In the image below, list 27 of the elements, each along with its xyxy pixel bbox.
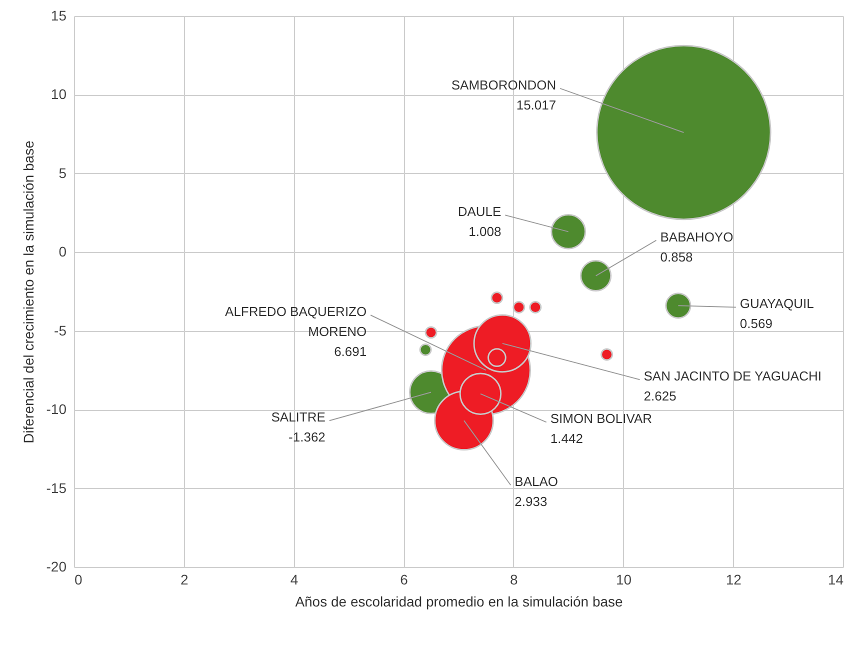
y-tick-label: 15 [50, 8, 67, 24]
annotation: GUAYAQUIL 0.569 [740, 296, 814, 332]
annotation: SAN JACINTO DE YAGUACHI 2.625 [644, 368, 822, 404]
x-tick-label: 8 [510, 572, 518, 588]
annotation: ALFREDO BAQUERIZO MORENO 6.691 [225, 304, 367, 360]
y-tick-label: 0 [58, 244, 67, 260]
annotation: BABAHOYO 0.858 [660, 229, 734, 264]
y-tick-label: 10 [50, 86, 67, 102]
annotation: SIMON BOLIVAR 1.442 [550, 411, 652, 446]
annotation: BALAO 2.933 [514, 474, 558, 510]
y-tick-label: -20 [46, 558, 67, 574]
x-tick-label: 12 [726, 572, 742, 588]
x-tick-label: 10 [616, 572, 632, 588]
x-tick-label: 4 [290, 572, 298, 588]
y-tick-label: -15 [46, 480, 67, 496]
x-tick-label: 0 [74, 572, 82, 588]
annotation: SALITRE -1.362 [271, 410, 326, 445]
x-axis-title: Años de escolaridad promedio en la simulación base [295, 594, 624, 610]
x-tick-label: 14 [828, 572, 844, 588]
annotation: DAULE 1.008 [458, 204, 502, 240]
y-axis-title: Diferencial del crecimiento en la simulación base [20, 140, 36, 444]
y-tick-label: -5 [54, 322, 67, 338]
y-tick-label: 5 [58, 164, 67, 181]
x-tick-label: 6 [400, 572, 408, 588]
y-tick-label: -10 [46, 401, 67, 418]
x-tick-label: 2 [180, 572, 188, 588]
annotation: SAMBORONDON 15.017 [451, 77, 556, 112]
